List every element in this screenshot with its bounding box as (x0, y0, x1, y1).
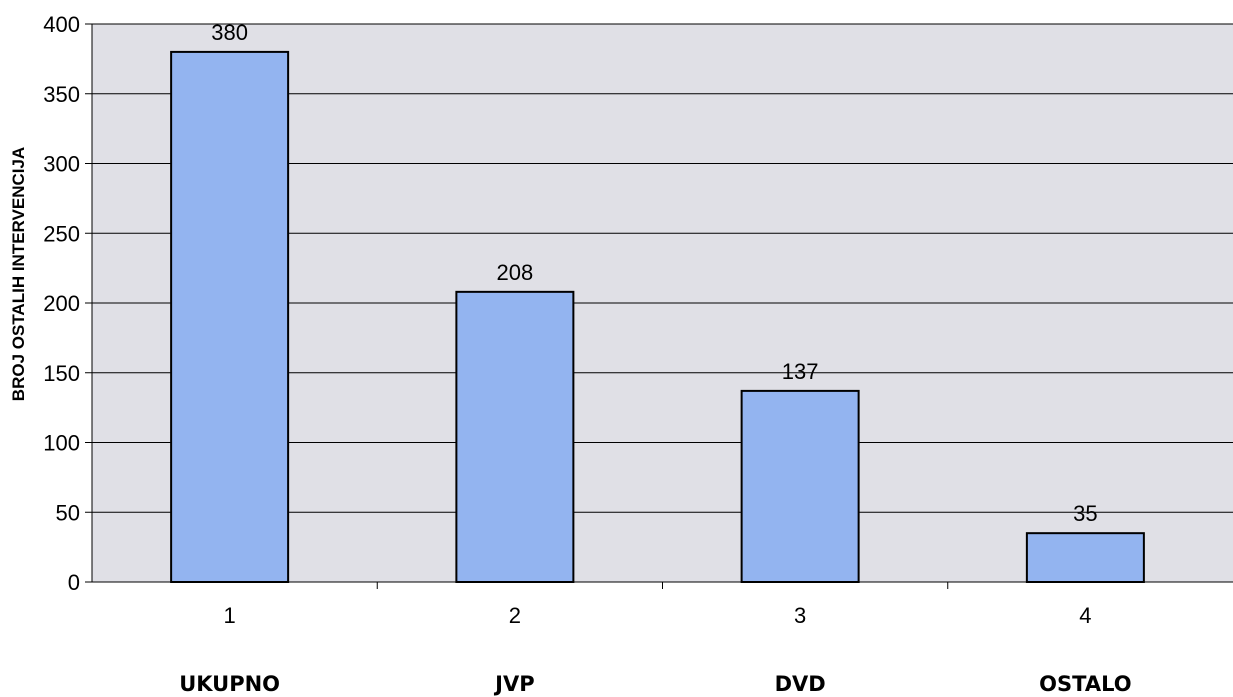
y-tick-label: 0 (68, 570, 80, 595)
x-axis-ticks: 1 2 3 4 (224, 582, 1092, 628)
data-label: 35 (1073, 501, 1097, 526)
bar-jvp (455, 290, 575, 583)
y-tick-label: 100 (43, 431, 80, 456)
x-tick-label: 1 (224, 603, 236, 628)
y-tick-label: 350 (43, 82, 80, 107)
bars: 380 208 137 35 (170, 20, 1145, 584)
y-tick-label: 250 (43, 221, 80, 246)
data-label: 380 (211, 20, 248, 45)
x-tick-label: 2 (509, 603, 521, 628)
y-tick-label: 150 (43, 361, 80, 386)
category-label-dvd: DVD (774, 672, 826, 696)
bar-ukupno (170, 50, 290, 583)
data-label: 137 (782, 359, 819, 384)
y-tick-label: 400 (43, 12, 80, 37)
y-tick-label: 200 (43, 291, 80, 316)
bar-dvd (740, 389, 860, 584)
y-tick-label: 50 (56, 500, 80, 525)
data-label: 208 (497, 260, 534, 285)
bar-ostalo (1025, 532, 1145, 583)
y-tick-label: 300 (43, 152, 80, 177)
x-tick-label: 3 (794, 603, 806, 628)
category-label-ukupno: UKUPNO (179, 672, 281, 696)
category-label-jvp: JVP (495, 672, 535, 696)
category-label-ostalo: OSTALO (1039, 672, 1132, 696)
y-axis-label: BROJ OSTALIH INTERVENCIJA (9, 147, 28, 401)
x-tick-label: 4 (1079, 603, 1091, 628)
y-axis-ticks: 0 50 100 150 200 250 300 350 400 (43, 12, 92, 595)
